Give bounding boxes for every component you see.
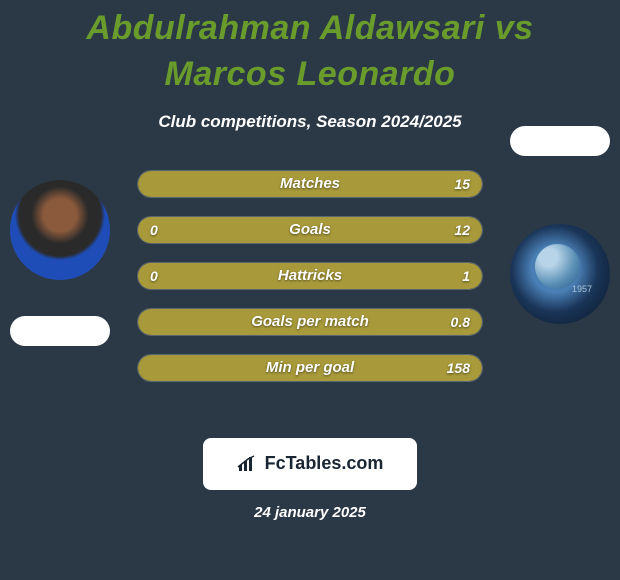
player-right-name-pill xyxy=(510,126,610,156)
player-left-avatar xyxy=(10,180,110,280)
player-right: 1957 xyxy=(510,170,610,324)
stat-label: Goals per match xyxy=(138,309,482,335)
player-right-club-logo: 1957 xyxy=(510,224,610,324)
stat-value-right: 15 xyxy=(454,171,470,197)
page-title: Abdulrahman Aldawsari vs Marcos Leonardo xyxy=(0,0,620,98)
stat-row: Matches15 xyxy=(137,170,483,198)
stat-row: 0Hattricks1 xyxy=(137,262,483,290)
stat-row: Goals per match0.8 xyxy=(137,308,483,336)
stat-value-right: 12 xyxy=(454,217,470,243)
comparison-area: 1957 Matches15 0Goals12 0Hattricks1 Goals p… xyxy=(0,170,620,430)
stat-label: Hattricks xyxy=(138,263,482,289)
stat-row: 0Goals12 xyxy=(137,216,483,244)
stat-value-right: 0.8 xyxy=(451,309,470,335)
player-left xyxy=(10,170,110,346)
stat-row: Min per goal158 xyxy=(137,354,483,382)
stat-value-right: 158 xyxy=(447,355,470,381)
stat-value-right: 1 xyxy=(462,263,470,289)
chart-icon xyxy=(237,455,259,473)
stat-label: Min per goal xyxy=(138,355,482,381)
stat-label: Matches xyxy=(138,171,482,197)
stats-bars: Matches15 0Goals12 0Hattricks1 Goals per ma… xyxy=(137,170,483,382)
brand-text: FcTables.com xyxy=(265,453,384,474)
player-left-name-pill xyxy=(10,316,110,346)
stat-label: Goals xyxy=(138,217,482,243)
brand-badge: FcTables.com xyxy=(203,438,417,490)
date-label: 24 january 2025 xyxy=(0,504,620,521)
club-founding-year: 1957 xyxy=(572,284,592,294)
